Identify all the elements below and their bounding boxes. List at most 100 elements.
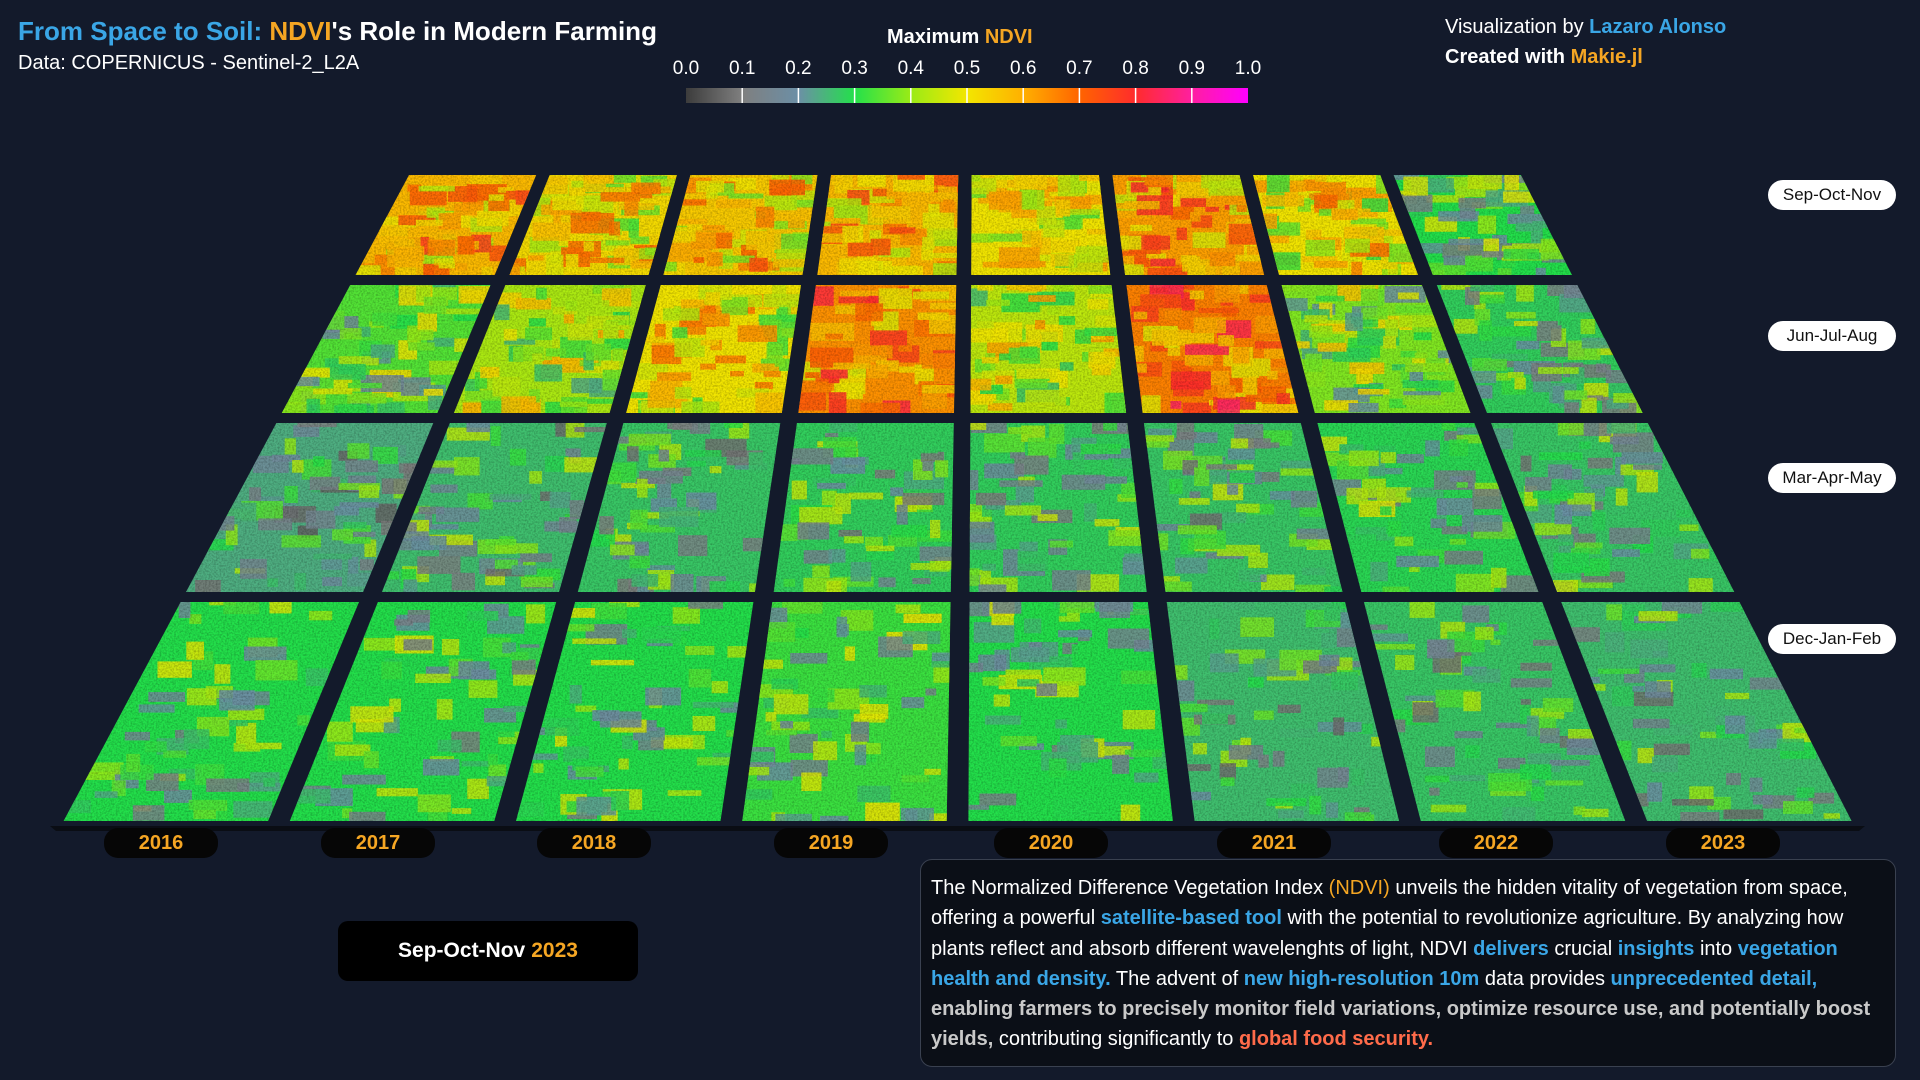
ndvi-tile xyxy=(626,285,801,413)
ndvi-tile xyxy=(355,175,537,275)
year-label-2019: 2019 xyxy=(774,828,888,858)
colorbar-tick-label: 0.4 xyxy=(897,58,925,79)
year-label-2017: 2017 xyxy=(321,828,435,858)
colorbar-tick-label: 0.5 xyxy=(953,58,981,79)
year-label-2020: 2020 xyxy=(994,828,1108,858)
title-part-1: From Space to Soil: xyxy=(18,16,263,46)
ndvi-tile-texture xyxy=(798,285,957,413)
ndvi-tile xyxy=(798,285,957,413)
ndvi-tile xyxy=(1393,175,1572,275)
description-panel: The Normalized Difference Vegetation Ind… xyxy=(920,859,1896,1067)
ndvi-tile-texture xyxy=(577,423,781,592)
ndvi-tile xyxy=(969,423,1147,592)
ndvi-tile-texture xyxy=(969,423,1147,592)
ndvi-tile-texture xyxy=(1491,423,1735,592)
current-period-indicator: Sep-Oct-Nov 2023 xyxy=(338,921,638,981)
season-label-mam: Mar-Apr-May xyxy=(1768,463,1896,493)
season-label-son: Sep-Oct-Nov xyxy=(1768,180,1896,210)
ndvi-tile-texture xyxy=(1561,602,1852,821)
colorbar-tick-label: 0.3 xyxy=(841,58,868,79)
desc-highlight: vegetation health and density. xyxy=(931,937,1838,990)
desc-highlight: satellite-based tool xyxy=(1100,907,1282,930)
ndvi-tile xyxy=(1166,602,1400,821)
year-label-2022: 2022 xyxy=(1439,828,1553,858)
ndvi-tile-texture xyxy=(1166,602,1400,821)
desc-text: unveils the hidden vitality of vegetatio… xyxy=(931,877,1848,930)
ndvi-tile xyxy=(742,602,951,821)
credit-tool-prefix: Created with xyxy=(1445,46,1566,68)
grid-front-edge xyxy=(50,826,1865,831)
season-label-jja: Jun-Jul-Aug xyxy=(1768,321,1896,351)
credit-tool-line: Created with Makie.jl xyxy=(1445,46,1643,69)
colorbar-tick-label: 0.9 xyxy=(1178,58,1206,79)
desc-text: The advent of xyxy=(1115,967,1239,990)
ndvi-tile xyxy=(509,175,677,275)
colorbar-tick-label: 0.8 xyxy=(1122,58,1149,79)
current-season: Sep-Oct-Nov xyxy=(398,939,526,962)
desc-ndvi: (NDVI) xyxy=(1328,877,1390,899)
ndvi-tile-texture xyxy=(1143,423,1343,592)
ndvi-tile-texture xyxy=(663,175,818,275)
year-label-2023: 2023 xyxy=(1666,828,1780,858)
ndvi-tile-texture xyxy=(516,602,754,821)
desc-emphasis: enabling farmers to precisely monitor fi… xyxy=(931,998,1871,1051)
ndvi-tile xyxy=(186,423,434,592)
colorbar-title: Maximum NDVI xyxy=(887,26,1033,49)
ndvi-tile xyxy=(817,175,959,275)
ndvi-tile-texture xyxy=(971,175,1111,275)
ndvi-tile xyxy=(289,602,557,821)
colorbar-title-ndvi: NDVI xyxy=(984,26,1033,48)
desc-text: into xyxy=(1699,937,1733,960)
ndvi-tile-texture xyxy=(1253,175,1419,275)
ndvi-tile xyxy=(1143,423,1343,592)
ndvi-tile xyxy=(577,423,781,592)
ndvi-tile-texture xyxy=(773,423,954,592)
ndvi-tile-texture xyxy=(742,602,951,821)
ndvi-tile-texture xyxy=(186,423,434,592)
title-ndvi: NDVI xyxy=(269,16,332,46)
year-label-2018: 2018 xyxy=(537,828,651,858)
year-label-2016: 2016 xyxy=(104,828,218,858)
ndvi-tile xyxy=(516,602,754,821)
ndvi-tile xyxy=(773,423,954,592)
colorbar-tick-label: 0.2 xyxy=(785,58,812,79)
ndvi-tile-texture xyxy=(281,285,491,413)
desc-highlight: delivers xyxy=(1473,937,1549,960)
colorbar-tick-label: 0.0 xyxy=(672,58,700,79)
ndvi-tile-texture xyxy=(509,175,677,275)
ndvi-tile-texture xyxy=(1436,285,1643,413)
ndvi-tile-texture xyxy=(289,602,557,821)
page-title: From Space to Soil: NDVI's Role in Moder… xyxy=(18,16,657,47)
credit-author: Lazaro Alonso xyxy=(1589,16,1727,38)
ndvi-tile xyxy=(1253,175,1419,275)
ndvi-tile-texture xyxy=(970,285,1127,413)
ndvi-tile-texture xyxy=(968,602,1173,821)
colorbar-tick-label: 0.7 xyxy=(1066,58,1093,79)
desc-text: The Normalized Difference Vegetation Ind… xyxy=(931,877,1324,899)
ndvi-tile-texture xyxy=(1363,602,1626,821)
ndvi-tile xyxy=(1561,602,1852,821)
ndvi-tile xyxy=(1112,175,1265,275)
ndvi-tile-texture xyxy=(817,175,959,275)
desc-text: with the potential to revolutionize agri… xyxy=(931,907,1844,960)
title-part-3: 's Role in Modern Farming xyxy=(331,16,657,46)
ndvi-tile xyxy=(381,423,607,592)
ndvi-tile xyxy=(63,602,359,821)
ndvi-tile-texture xyxy=(1281,285,1471,413)
ndvi-tile-texture xyxy=(381,423,607,592)
ndvi-tile xyxy=(663,175,818,275)
ndvi-tile xyxy=(1317,423,1539,592)
ndvi-tile xyxy=(1436,285,1643,413)
credit-prefix: Visualization by xyxy=(1445,16,1584,38)
desc-food-security: global food security. xyxy=(1238,1028,1434,1051)
ndvi-tile-texture xyxy=(355,175,537,275)
ndvi-tile xyxy=(1126,285,1299,413)
data-source: Data: COPERNICUS - Sentinel-2_L2A xyxy=(18,52,360,74)
desc-highlight: new high-resolution 10m xyxy=(1243,967,1480,990)
desc-text: contributing significantly to xyxy=(998,1028,1234,1051)
desc-text: data provides xyxy=(1484,967,1605,990)
ndvi-tile xyxy=(1491,423,1735,592)
desc-highlight: insights xyxy=(1617,937,1695,960)
colorbar-title-prefix: Maximum xyxy=(887,26,980,48)
